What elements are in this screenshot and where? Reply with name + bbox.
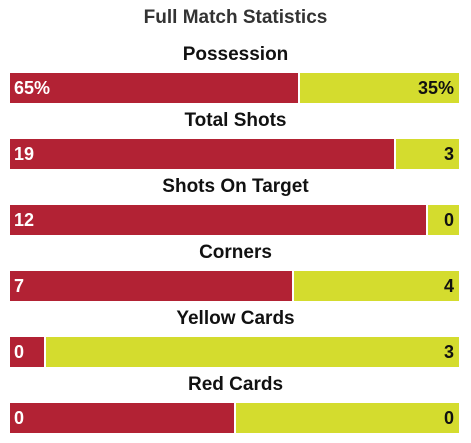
stat-block-yellow-cards: Yellow Cards 0 3 <box>0 308 471 367</box>
stat-block-red-cards: Red Cards 0 0 <box>0 374 471 433</box>
away-bar: 3 <box>396 139 459 169</box>
home-bar: 0 <box>10 337 44 367</box>
stat-bar: 19 3 <box>10 139 459 169</box>
home-bar: 65% <box>10 73 298 103</box>
stat-label: Yellow Cards <box>176 308 295 329</box>
stat-bar: 12 0 <box>10 205 459 235</box>
away-bar: 0 <box>428 205 459 235</box>
bar-divider <box>426 205 428 235</box>
stat-block-total-shots: Total Shots 19 3 <box>0 110 471 169</box>
stat-label: Corners <box>199 242 272 263</box>
widget-title: Full Match Statistics <box>143 7 328 28</box>
stat-label: Red Cards <box>187 374 284 395</box>
bar-divider <box>394 139 396 169</box>
bar-divider <box>44 337 46 367</box>
bar-divider <box>292 271 294 301</box>
stat-bar: 65% 35% <box>10 73 459 103</box>
away-bar: 4 <box>294 271 459 301</box>
bar-divider <box>234 403 236 433</box>
home-bar: 12 <box>10 205 426 235</box>
stat-bar: 0 3 <box>10 337 459 367</box>
stat-bar: 7 4 <box>10 271 459 301</box>
away-bar: 35% <box>300 73 459 103</box>
home-bar: 7 <box>10 271 292 301</box>
stat-label: Possession <box>182 44 289 65</box>
away-bar: 0 <box>236 403 459 433</box>
stat-label: Total Shots <box>184 110 287 131</box>
stat-block-shots-on-target: Shots On Target 12 0 <box>0 176 471 235</box>
stat-label: Shots On Target <box>162 176 309 197</box>
stat-bar: 0 0 <box>10 403 459 433</box>
away-bar: 3 <box>46 337 459 367</box>
home-bar: 19 <box>10 139 394 169</box>
stat-block-possession: Possession 65% 35% <box>0 44 471 103</box>
home-bar: 0 <box>10 403 234 433</box>
stat-block-corners: Corners 7 4 <box>0 242 471 301</box>
bar-divider <box>298 73 300 103</box>
